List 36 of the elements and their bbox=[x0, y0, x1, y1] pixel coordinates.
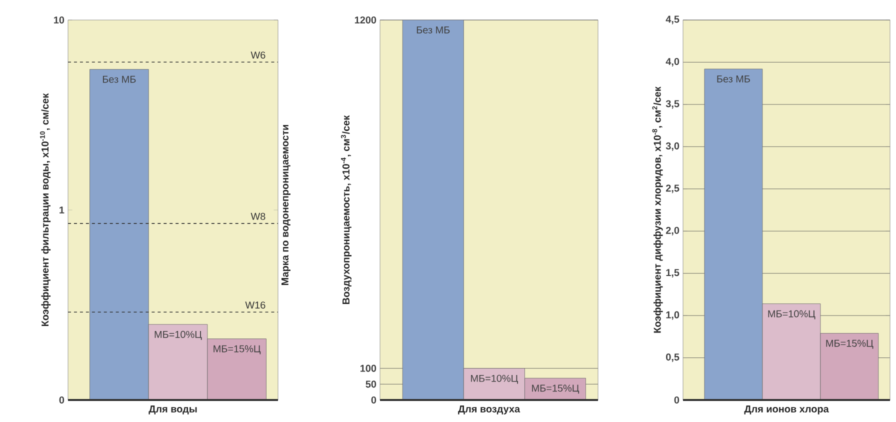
y-axis-title: Коэффициент фильтрации воды, x10$^{-10}$, см/сек bbox=[40, 93, 51, 326]
x-tick-label: МБ=15%Ц bbox=[532, 384, 580, 394]
y-tick-label: 1 bbox=[60, 206, 64, 214]
x-tick-label: МБ=15%Ц bbox=[214, 345, 261, 354]
y-axis-title: Воздухопроницаемость, x10$^{-4}$, см$^{3}$/сек bbox=[340, 115, 352, 304]
x-axis-title: Для воздуха bbox=[458, 406, 520, 414]
y-tick-label: 0,5 bbox=[666, 354, 680, 362]
x-tick-label: МБ=10%Ц bbox=[471, 374, 518, 384]
x-tick-label: Без МБ bbox=[416, 26, 450, 34]
y2-axis-title: Марка по водонепроницаемости bbox=[282, 124, 290, 286]
ref-line-label: W16 bbox=[245, 302, 266, 309]
y-tick-label: 2,0 bbox=[666, 226, 680, 236]
y-tick-label: 0 bbox=[371, 396, 376, 404]
x-axis-title: Для ионов хлора bbox=[744, 406, 829, 414]
ref-line-label: W8 bbox=[250, 212, 266, 220]
y-axis-title: Коэффициент диффузии хлоридов, x10$^{-8}$, см$^{2}$/сек bbox=[652, 86, 663, 333]
x-tick-label: Без МБ bbox=[717, 75, 750, 82]
y-tick-label: 4,5 bbox=[666, 16, 680, 24]
y-tick-label: 0 bbox=[674, 396, 680, 404]
x-tick-label: МБ=15%Ц bbox=[826, 340, 874, 349]
x-tick-label: МБ=10%Ц bbox=[768, 310, 816, 320]
y-tick-label: 2,5 bbox=[666, 184, 680, 194]
y-tick-label: 100 bbox=[360, 364, 376, 372]
x-axis-title: Для воды bbox=[148, 406, 197, 414]
ref-line-label: W6 bbox=[250, 52, 266, 59]
y-tick-label: 4,0 bbox=[666, 58, 680, 66]
y-tick-label: 1,0 bbox=[666, 311, 680, 320]
y-tick-label: 3,0 bbox=[666, 142, 680, 151]
x-tick-label: Без МБ bbox=[102, 76, 136, 83]
y-tick-label: 1,5 bbox=[666, 269, 680, 278]
y-tick-label: 1200 bbox=[354, 16, 376, 24]
y-tick-label: 0 bbox=[59, 396, 64, 404]
y-tick-label: 3,5 bbox=[666, 100, 680, 109]
x-tick-label: МБ=10%Ц bbox=[154, 330, 202, 340]
y-tick-label: 10 bbox=[54, 16, 64, 24]
y-tick-label: 50 bbox=[366, 380, 376, 388]
